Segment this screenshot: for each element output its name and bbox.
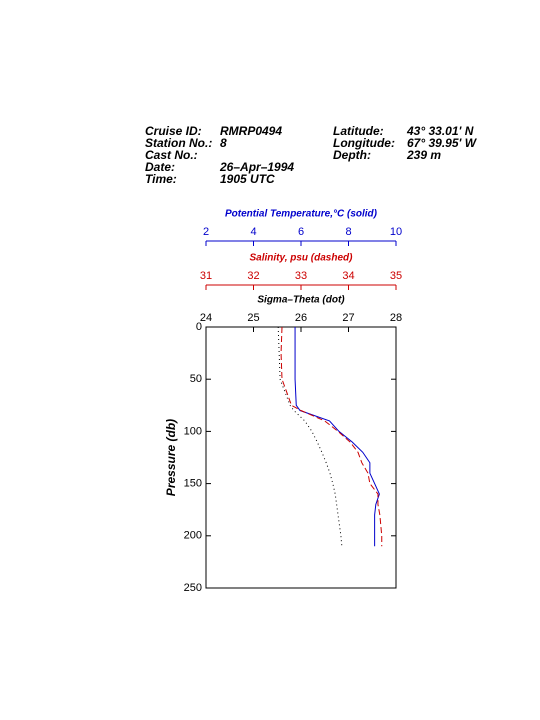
x-tick-label: 2 bbox=[203, 226, 209, 238]
header-label: Date: bbox=[145, 160, 175, 174]
x-tick-label: 24 bbox=[200, 312, 212, 324]
header-label: Station No.: bbox=[145, 136, 212, 150]
header-value: 67° 39.95' W bbox=[407, 136, 478, 150]
x-tick-label: 4 bbox=[250, 226, 256, 238]
profile-line bbox=[294, 327, 380, 547]
header-value: 26–Apr–1994 bbox=[219, 160, 294, 174]
x-tick-label: 34 bbox=[342, 270, 354, 282]
y-axis-label: Pressure (db) bbox=[164, 419, 178, 496]
header-label: Depth: bbox=[333, 148, 371, 162]
x-tick-label: 26 bbox=[295, 312, 307, 324]
header-value: 239 m bbox=[406, 148, 441, 162]
x-tick-label: 32 bbox=[247, 270, 259, 282]
y-tick-label: 50 bbox=[190, 373, 202, 385]
x-tick-label: 10 bbox=[390, 226, 402, 238]
x-tick-label: 28 bbox=[390, 312, 402, 324]
y-tick-label: 100 bbox=[184, 425, 202, 437]
y-tick-label: 200 bbox=[184, 530, 202, 542]
x-tick-label: 27 bbox=[342, 312, 354, 324]
x-tick-label: 8 bbox=[345, 226, 351, 238]
x-tick-label: 25 bbox=[247, 312, 259, 324]
header-value: 8 bbox=[220, 136, 227, 150]
y-tick-label: 150 bbox=[184, 478, 202, 490]
profile-line bbox=[280, 326, 383, 547]
profile-line bbox=[277, 326, 343, 547]
header-value: RMRP0494 bbox=[220, 124, 282, 138]
header-label: Cast No.: bbox=[145, 148, 198, 162]
header-label: Latitude: bbox=[333, 124, 384, 138]
header-value: 43° 33.01' N bbox=[406, 124, 474, 138]
header-value: 1905 UTC bbox=[220, 172, 275, 186]
header-label: Time: bbox=[145, 172, 177, 186]
x-tick-label: 31 bbox=[200, 270, 212, 282]
axis-title: Potential Temperature,°C (solid) bbox=[225, 209, 378, 220]
header-label: Longitude: bbox=[333, 136, 395, 150]
plot-frame bbox=[205, 326, 397, 589]
axis-title: Salinity, psu (dashed) bbox=[250, 253, 354, 264]
header-label: Cruise ID: bbox=[145, 124, 202, 138]
x-tick-label: 35 bbox=[390, 270, 402, 282]
axis-title: Sigma–Theta (dot) bbox=[257, 295, 345, 306]
y-tick-label: 250 bbox=[184, 582, 202, 594]
x-tick-label: 33 bbox=[295, 270, 307, 282]
y-tick-label: 0 bbox=[196, 321, 202, 333]
x-tick-label: 6 bbox=[298, 226, 304, 238]
